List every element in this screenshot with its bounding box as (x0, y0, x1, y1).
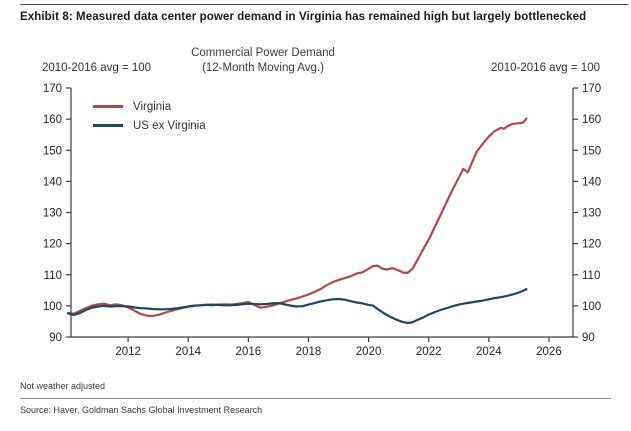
chart-title: Commercial Power Demand (191, 47, 335, 59)
legend-item-virginia: Virginia (93, 97, 206, 116)
y-tick-label-left: 100 (43, 301, 62, 313)
top-rule (20, 4, 628, 5)
y-tick-label-right: 160 (582, 114, 601, 126)
y-tick-label-left: 110 (44, 270, 62, 282)
source-attribution: Source: Haver, Goldman Sachs Global Inve… (20, 405, 263, 415)
x-tick-label: 2012 (115, 346, 141, 358)
series-line-us-ex-virginia (66, 288, 528, 325)
y-tick-label-right: 110 (582, 270, 600, 282)
left-axis-note: 2010-2016 avg = 100 (42, 62, 152, 74)
y-tick-label-right: 90 (582, 332, 595, 344)
y-tick-label-right: 130 (582, 208, 601, 220)
x-tick-label: 2026 (536, 346, 562, 358)
x-tick-label: 2022 (416, 346, 442, 358)
y-tick-label-left: 160 (43, 114, 62, 126)
y-tick-label-left: 130 (43, 208, 62, 220)
legend-label-virginia: Virginia (133, 100, 172, 113)
virginia-line-swatch (93, 104, 123, 109)
y-tick-label-right: 100 (582, 301, 601, 313)
chart-footnote: Not weather adjusted (20, 381, 106, 391)
x-tick-label: 2024 (476, 346, 502, 358)
y-tick-label-left: 150 (43, 145, 62, 157)
y-tick-label-right: 120 (582, 239, 601, 251)
x-tick-label: 2014 (175, 346, 201, 358)
chart-legend: Virginia US ex Virginia (93, 97, 206, 135)
right-axis-note: 2010-2016 avg = 100 (490, 62, 600, 74)
y-tick-label-left: 170 (43, 83, 62, 95)
x-tick-label: 2018 (296, 346, 322, 358)
exhibit-title: Exhibit 8: Measured data center power de… (20, 11, 587, 23)
y-tick-label-right: 150 (582, 145, 601, 157)
y-tick-label-right: 170 (582, 83, 601, 95)
y-tick-label-left: 90 (49, 332, 62, 344)
chart-subtitle: (12-Month Moving Avg.) (202, 62, 324, 74)
x-tick-label: 2020 (356, 346, 382, 358)
us-ex-virginia-line-swatch (93, 123, 123, 128)
y-tick-label-right: 140 (582, 176, 601, 188)
series-line-virginia (66, 117, 528, 318)
legend-item-us-ex-virginia: US ex Virginia (93, 116, 206, 135)
y-tick-label-left: 120 (43, 239, 62, 251)
footer-rule (20, 398, 611, 399)
chart-title-block: Commercial Power Demand (12-Month Moving… (88, 46, 438, 76)
legend-label-us-ex-virginia: US ex Virginia (133, 119, 206, 132)
y-tick-label-left: 140 (43, 176, 62, 188)
x-tick-label: 2016 (236, 346, 262, 358)
